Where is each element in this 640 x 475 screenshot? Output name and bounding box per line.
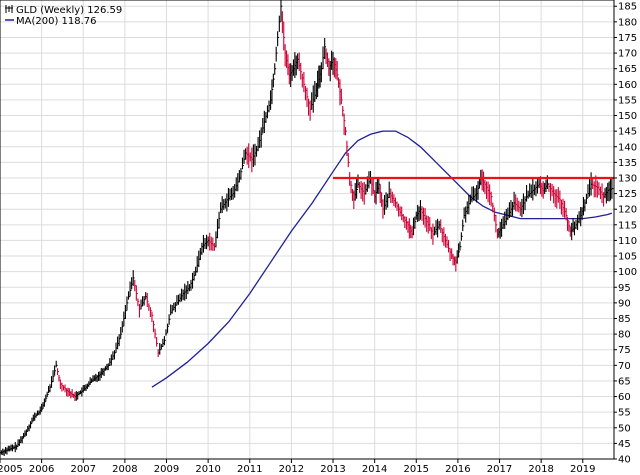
- y-tick-label: 65: [618, 376, 631, 387]
- moving-average-series: [151, 130, 613, 388]
- y-tick-label: 110: [618, 236, 637, 247]
- y-tick-label: 40: [618, 455, 631, 466]
- x-tick-label: 2016: [445, 464, 470, 475]
- y-tick-label: 140: [618, 142, 637, 153]
- x-tick-label: 2018: [528, 464, 553, 475]
- x-tick-label: 2006: [29, 464, 54, 475]
- x-tick-label: 2017: [487, 464, 512, 475]
- y-tick-label: 50: [618, 423, 631, 434]
- x-axis: 2005 2006 2007 2008 2009 2010 2011 2012 2013 2014…: [0, 459, 596, 475]
- y-tick-label: 115: [618, 220, 637, 231]
- y-tick-label: 150: [618, 111, 637, 122]
- y-tick-label: 130: [618, 173, 637, 184]
- y-tick-label: 120: [618, 205, 637, 216]
- y-tick-label: 175: [618, 33, 637, 44]
- y-tick-label: 60: [618, 392, 631, 403]
- y-tick-label: 125: [618, 189, 637, 200]
- legend-ma-label: MA(200) 118.76: [16, 16, 97, 27]
- y-tick-label: 45: [618, 439, 631, 450]
- x-tick-label: 2019: [570, 464, 595, 475]
- y-tick-label: 95: [618, 283, 631, 294]
- x-tick-label: 2007: [71, 464, 96, 475]
- legend: GLD (Weekly) 126.59 MA(200) 118.76: [5, 5, 122, 27]
- y-tick-label: 160: [618, 80, 637, 91]
- y-axis: 40 45 50 55 60 65 70 75 80 85 90 95 100 105 110 115 120 1…: [614, 2, 637, 466]
- x-tick-label: 2015: [404, 464, 429, 475]
- y-tick-label: 70: [618, 361, 631, 372]
- y-tick-label: 55: [618, 408, 631, 419]
- y-tick-label: 105: [618, 252, 637, 263]
- x-tick-label: 2009: [154, 464, 179, 475]
- y-tick-label: 145: [618, 127, 637, 138]
- candle-icon: [5, 5, 13, 13]
- x-tick-label: 2013: [320, 464, 345, 475]
- y-tick-label: 100: [618, 267, 637, 278]
- y-tick-label: 170: [618, 49, 637, 60]
- y-tick-label: 75: [618, 345, 631, 356]
- plot-frame: [0, 0, 615, 460]
- x-tick-label: 2005: [0, 464, 23, 475]
- y-tick-label: 90: [618, 298, 631, 309]
- y-tick-label: 85: [618, 314, 631, 325]
- grid-lines: [0, 0, 614, 460]
- y-tick-label: 165: [618, 64, 637, 75]
- y-tick-label: 135: [618, 158, 637, 169]
- moving-average-line: [151, 130, 613, 388]
- x-tick-label: 2014: [362, 464, 387, 475]
- x-tick-label: 2012: [279, 464, 304, 475]
- y-tick-label: 180: [618, 17, 637, 28]
- y-tick-label: 185: [618, 2, 637, 13]
- y-tick-label: 155: [618, 95, 637, 106]
- x-tick-label: 2010: [195, 464, 220, 475]
- x-tick-label: 2011: [237, 464, 262, 475]
- price-series: [0, 0, 614, 457]
- y-tick-label: 80: [618, 330, 631, 341]
- legend-price-label: GLD (Weekly) 126.59: [16, 5, 122, 16]
- x-tick-label: 2008: [112, 464, 137, 475]
